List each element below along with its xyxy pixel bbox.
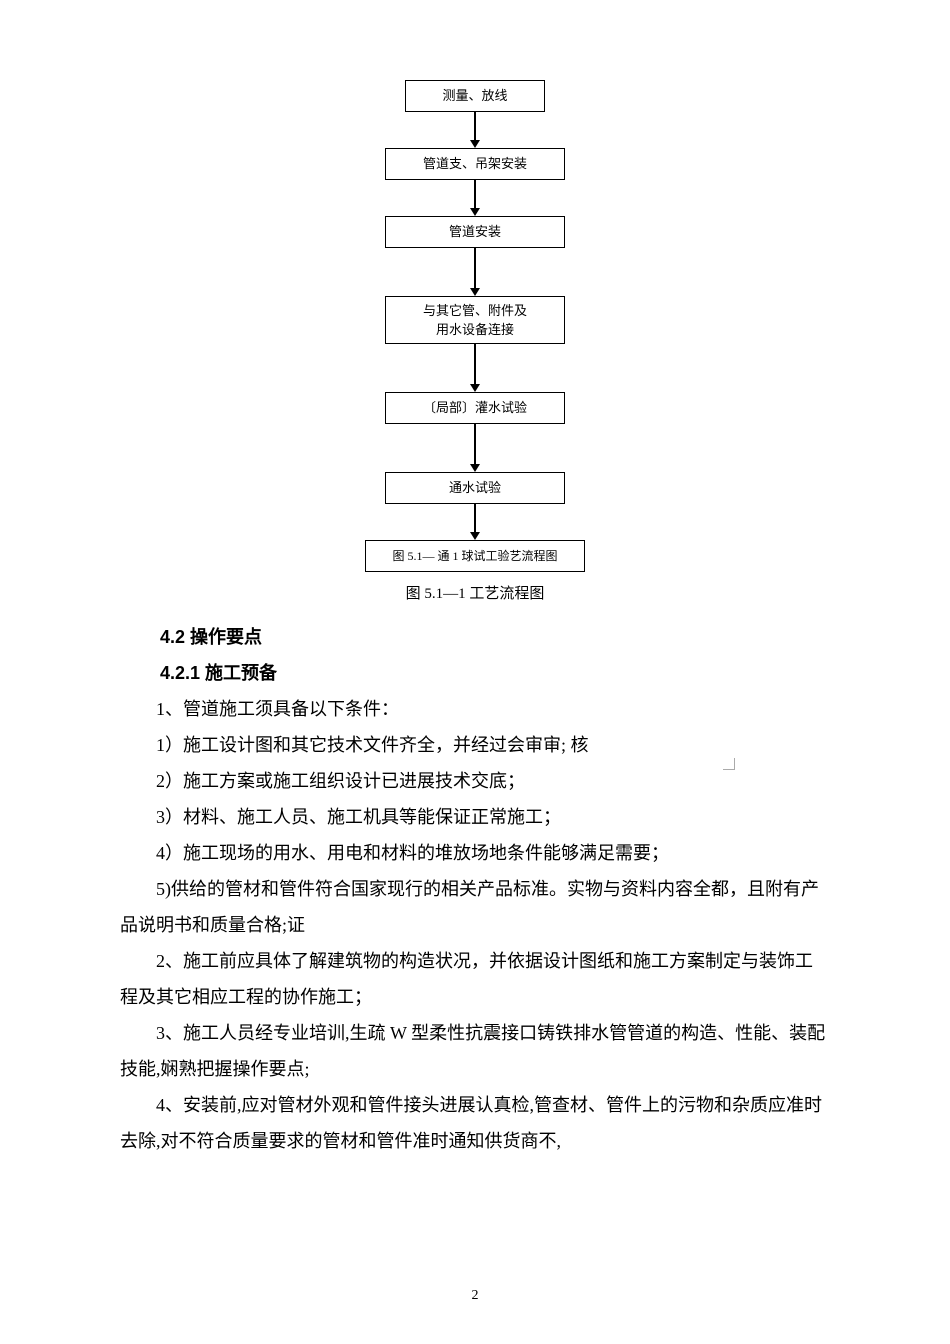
paragraph: 4、安装前,应对管材外观和管件接头进展认真检,管查材、管件上的污物和杂质应准时去… xyxy=(120,1087,830,1159)
page-number: 2 xyxy=(0,1288,950,1304)
flow-arrow-3 xyxy=(470,344,480,392)
paragraph: 2、施工前应具体了解建筑物的构造状况，并依据设计图纸和施工方案制定与装饰工程及其… xyxy=(120,943,830,1015)
flow-arrow-0 xyxy=(470,112,480,148)
section-heading-4-2: 4.2 操作要点 xyxy=(160,619,830,655)
flow-arrow-5 xyxy=(470,504,480,540)
flow-node-1: 管道支、吊架安装 xyxy=(385,148,565,180)
paragraph: 3、施工人员经专业培训,生疏 W 型柔性抗震接口铸铁排水管管道的构造、性能、装配… xyxy=(120,1015,830,1087)
corner-mark xyxy=(723,758,735,770)
flow-node-2: 管道安装 xyxy=(385,216,565,248)
document-body: 4.2 操作要点 4.2.1 施工预备 1、管道施工须具备以下条件： 1）施工设… xyxy=(120,619,830,1159)
flowchart-caption: 图 5.1—1 工艺流程图 xyxy=(120,582,830,603)
flow-arrow-4 xyxy=(470,424,480,472)
flow-node-4: 〔局部〕灌水试验 xyxy=(385,392,565,424)
paragraph: 3）材料、施工人员、施工机具等能保证正常施工； xyxy=(120,799,830,835)
paragraph: 5)供给的管材和管件符合国家现行的相关产品标准。实物与资料内容全都，且附有产品说… xyxy=(120,871,830,943)
flow-node-6: 图 5.1— 通 1 球试工验艺流程图 xyxy=(365,540,585,572)
paragraph: 1、管道施工须具备以下条件： xyxy=(120,691,830,727)
flow-arrow-2 xyxy=(470,248,480,296)
flow-arrow-1 xyxy=(470,180,480,216)
flow-node-0: 测量、放线 xyxy=(405,80,545,112)
flow-node-5: 通水试验 xyxy=(385,472,565,504)
flowchart: 测量、放线管道支、吊架安装管道安装与其它管、附件及用水设备连接〔局部〕灌水试验通… xyxy=(120,80,830,572)
section-heading-4-2-1: 4.2.1 施工预备 xyxy=(160,655,830,691)
flow-node-3: 与其它管、附件及用水设备连接 xyxy=(385,296,565,344)
paragraph: 4）施工现场的用水、用电和材料的堆放场地条件能够满足需要； xyxy=(120,835,830,871)
